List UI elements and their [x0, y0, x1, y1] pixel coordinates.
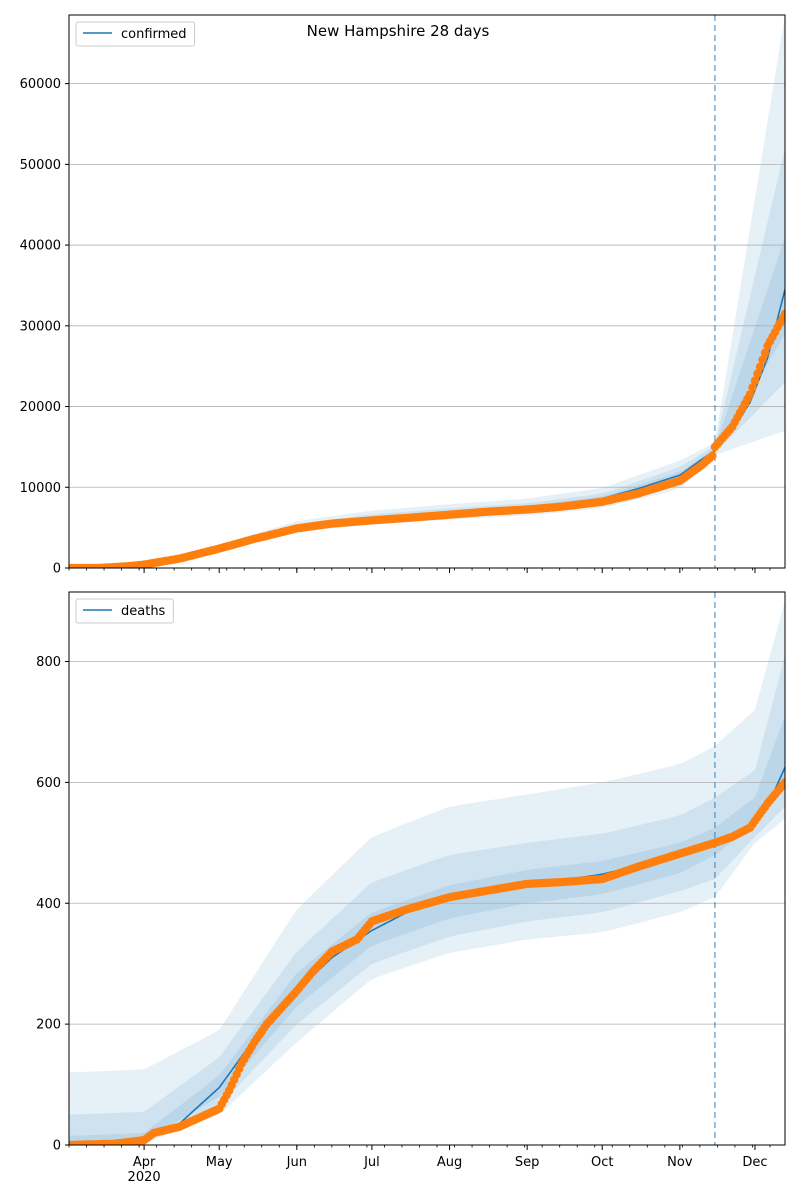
plot-frame [68, 591, 786, 1146]
band-middle-forecast [714, 655, 785, 880]
observed-point [760, 348, 770, 358]
x-axis [68, 568, 771, 573]
observed-point [708, 451, 717, 460]
y-tick-label: 800 [36, 655, 61, 670]
y-axis: 0 200 400 600 800 [36, 655, 69, 1154]
y-tick-label: 30000 [20, 319, 61, 334]
observed-point [780, 309, 785, 318]
y-tick-label: 600 [36, 776, 61, 791]
x-tick-label: Oct [591, 1155, 613, 1170]
y-axis: 0 10000 20000 30000 40000 50000 60000 [20, 77, 69, 577]
x-tick-label: Dec [742, 1155, 767, 1170]
band-outer-fit [69, 746, 715, 1145]
band-inner-fit [69, 827, 715, 1145]
y-tick-label: 200 [36, 1018, 61, 1033]
grid-lines [69, 83, 785, 569]
legend-box [75, 598, 174, 624]
observed-point [745, 390, 755, 399]
x-tick-label: May [206, 1155, 233, 1170]
chart-title: New Hampshire 28 days [307, 22, 490, 40]
band-middle-forecast [714, 148, 785, 454]
legend: deaths [75, 598, 174, 624]
x-tick-label: 2020 [128, 1170, 161, 1185]
observed-points [69, 309, 785, 568]
observed-point [748, 383, 757, 392]
band-outer-forecast [714, 601, 785, 898]
observed-points [69, 778, 785, 1145]
x-tick-label: Apr [133, 1155, 156, 1170]
y-tick-label: 50000 [20, 158, 61, 173]
plot-frame [68, 14, 786, 569]
legend: confirmed [75, 21, 196, 47]
y-tick-label: 0 [53, 562, 61, 577]
y-tick-label: 60000 [20, 77, 61, 92]
observed-point [755, 362, 765, 371]
observed-point [780, 778, 785, 787]
y-tick-label: 20000 [20, 400, 61, 415]
observed-point [750, 376, 760, 385]
band-inner-forecast [714, 715, 785, 855]
y-tick-label: 0 [53, 1139, 61, 1154]
x-tick-label: Sep [515, 1155, 540, 1170]
x-tick-label: Jun [286, 1155, 307, 1170]
legend-label-confirmed: confirmed [121, 27, 187, 42]
x-tick-label: Nov [667, 1155, 693, 1170]
x-tick-label: Aug [437, 1155, 462, 1170]
observed-point [758, 355, 767, 364]
observed-point [753, 369, 762, 378]
x-tick-label: Jul [363, 1155, 380, 1170]
confirmed-panel: 0 10000 20000 30000 40000 50000 60000 confirme… [20, 14, 786, 577]
y-tick-label: 400 [36, 897, 61, 912]
y-tick-label: 10000 [20, 481, 61, 496]
band-inner-forecast [714, 237, 785, 453]
y-tick-label: 40000 [20, 239, 61, 254]
legend-box [75, 21, 196, 47]
legend-label-deaths: deaths [121, 604, 166, 619]
